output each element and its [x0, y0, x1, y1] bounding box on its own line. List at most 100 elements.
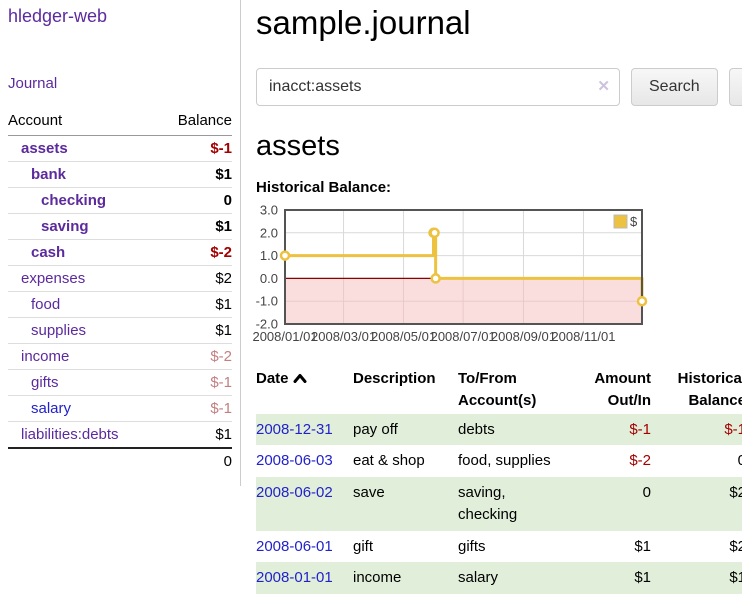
accounts-column-header: To/From Account(s) [458, 366, 589, 414]
account-row: income $-2 [8, 344, 232, 370]
negative-region [285, 278, 642, 324]
transaction-balance: $-1 [651, 414, 742, 446]
account-link[interactable]: cash [31, 244, 65, 261]
account-row: expenses $2 [8, 266, 232, 292]
legend-label: $ [630, 214, 638, 229]
page-title: sample.journal [256, 4, 742, 42]
account-link[interactable]: food [31, 296, 60, 313]
description-column-header: Description [353, 366, 458, 414]
transaction-date-link[interactable]: 2008-06-03 [256, 452, 333, 469]
account-row: supplies $1 [8, 318, 232, 344]
transaction-description: save [353, 477, 458, 531]
search-form: ✕ Search ? [256, 68, 742, 106]
main-content: sample.journal ✕ Search ? assets Histori… [241, 0, 742, 582]
x-axis-tick-label: 2008/09/01 [491, 329, 556, 344]
account-link[interactable]: income [21, 348, 69, 365]
transaction-amount: $-2 [589, 445, 651, 477]
x-axis-tick-label: 2008/05/01 [371, 329, 436, 344]
account-balance: $2 [158, 266, 232, 292]
data-point-marker [281, 252, 289, 260]
legend-swatch [614, 215, 627, 228]
account-row: gifts $-1 [8, 370, 232, 396]
accounts-column-header: Account [8, 109, 158, 136]
transaction-accounts: salary [458, 562, 589, 594]
transaction-date-link[interactable]: 2008-01-01 [256, 569, 333, 586]
account-balance: $1 [158, 292, 232, 318]
balance-column-header: Balance [158, 109, 232, 136]
account-row: checking 0 [8, 188, 232, 214]
transaction-description: gift [353, 531, 458, 563]
help-button[interactable]: ? [729, 68, 742, 106]
y-axis-tick-label: -1.0 [256, 294, 278, 309]
account-row: bank $1 [8, 162, 232, 188]
accounts-total-row: 0 [8, 448, 232, 474]
transaction-date-link[interactable]: 2008-06-01 [256, 538, 333, 555]
accounts-total-value: 0 [158, 448, 232, 474]
transaction-accounts: gifts [458, 531, 589, 563]
account-balance: $-1 [158, 136, 232, 162]
transaction-row: 2008-06-02 save saving, checking 0 $2 [256, 477, 742, 531]
search-input[interactable] [256, 68, 620, 106]
account-balance: $1 [158, 318, 232, 344]
transaction-date-link[interactable]: 2008-12-31 [256, 421, 333, 438]
register-table: Date Description To/From Account(s) Amou… [256, 366, 742, 594]
clear-search-icon[interactable]: ✕ [597, 79, 610, 94]
account-balance: $-1 [158, 370, 232, 396]
account-link[interactable]: assets [21, 140, 68, 157]
amount-column-header: Amount Out/In [589, 366, 651, 414]
x-axis-tick-label: 2008/01/01 [252, 329, 317, 344]
transaction-amount: 0 [589, 477, 651, 531]
x-axis-tick-label: 2008/11/01 [551, 329, 615, 344]
account-heading: assets [256, 130, 742, 163]
accounts-table-body: assets $-1 bank $1 checking 0 saving $1 … [8, 136, 232, 449]
account-balance: $1 [158, 422, 232, 449]
account-balance: $-2 [158, 240, 232, 266]
transaction-accounts: saving, checking [458, 477, 589, 531]
transaction-balance: $2 [651, 477, 742, 531]
date-column-header[interactable]: Date [256, 366, 353, 414]
y-axis-tick-label: 0.0 [260, 271, 278, 286]
account-link[interactable]: gifts [31, 374, 59, 391]
data-point-marker [431, 229, 439, 237]
historical-balance-chart: $3.02.01.00.0-1.0-2.02008/01/012008/03/0… [256, 202, 742, 352]
data-point-marker [432, 274, 440, 282]
x-axis-tick-label: 2008/03/01 [311, 329, 376, 344]
account-link[interactable]: expenses [21, 270, 85, 287]
sort-ascending-icon [293, 368, 307, 390]
transaction-balance: $2 [651, 531, 742, 563]
account-balance: $1 [158, 162, 232, 188]
account-link[interactable]: liabilities:debts [21, 426, 119, 443]
account-link[interactable]: supplies [31, 322, 86, 339]
account-row: liabilities:debts $1 [8, 422, 232, 449]
sidebar: hledger-web Journal Account Balance asse… [0, 0, 241, 486]
account-link[interactable]: bank [31, 166, 66, 183]
balance-column-header: Historical Balance [651, 366, 742, 414]
search-button[interactable]: Search [631, 68, 718, 106]
transaction-accounts: debts [458, 414, 589, 446]
transaction-row: 2008-06-03 eat & shop food, supplies $-2… [256, 445, 742, 477]
transaction-description: eat & shop [353, 445, 458, 477]
account-row: assets $-1 [8, 136, 232, 162]
account-row: food $1 [8, 292, 232, 318]
account-row: salary $-1 [8, 396, 232, 422]
transaction-row: 2008-12-31 pay off debts $-1 $-1 [256, 414, 742, 446]
sidebar-item-journal[interactable]: Journal [8, 75, 57, 92]
y-axis-tick-label: 1.0 [260, 248, 278, 263]
account-link[interactable]: salary [31, 400, 71, 417]
account-balance: 0 [158, 188, 232, 214]
account-row: cash $-2 [8, 240, 232, 266]
account-balance: $-2 [158, 344, 232, 370]
transaction-date-link[interactable]: 2008-06-02 [256, 484, 333, 501]
chart-title: Historical Balance: [256, 179, 742, 196]
transaction-description: income [353, 562, 458, 594]
account-link[interactable]: saving [41, 218, 89, 235]
data-point-marker [638, 297, 646, 305]
accounts-balance-table: Account Balance assets $-1 bank $1 check… [8, 109, 232, 474]
transaction-description: pay off [353, 414, 458, 446]
app-title-link[interactable]: hledger-web [8, 6, 107, 27]
account-link[interactable]: checking [41, 192, 106, 209]
y-axis-tick-label: 2.0 [260, 225, 278, 240]
register-table-body: 2008-12-31 pay off debts $-1 $-1 2008-06… [256, 414, 742, 594]
chart-canvas: $3.02.01.00.0-1.0-2.02008/01/012008/03/0… [256, 202, 742, 352]
x-axis-tick-label: 2008/07/01 [431, 329, 496, 344]
